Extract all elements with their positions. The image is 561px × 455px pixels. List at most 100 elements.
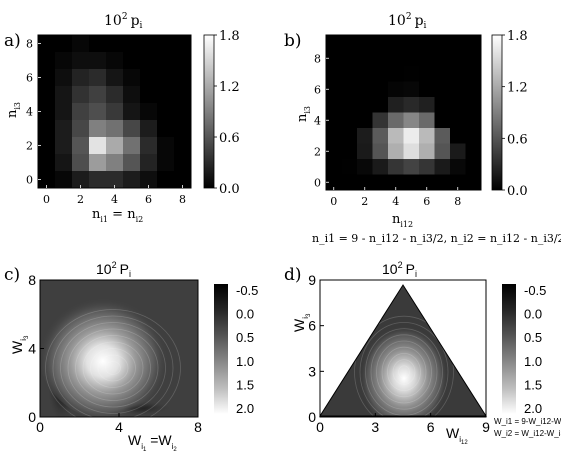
y-ticks-c: 0 4 8 [28, 272, 44, 425]
heat-cell-a [106, 69, 124, 87]
colorbar-tick-label-d: 1.5 [524, 377, 542, 392]
heat-cell-a [38, 154, 56, 172]
x-tick-label-d: 6 [427, 419, 435, 435]
x-tick-label-c: 0 [36, 419, 44, 435]
heat-cell-b [372, 128, 389, 144]
heat-cell-a [55, 120, 73, 138]
heat-cell-a [38, 86, 56, 104]
heat-cell-b [357, 50, 373, 67]
heat-cell-a [140, 120, 158, 138]
heat-cell-b [357, 159, 373, 175]
heat-cell-b [372, 66, 389, 82]
x-axis-label-a: ni1 = ni2 [92, 207, 143, 224]
heat-cell-b [326, 159, 342, 175]
heat-cell-b [357, 97, 373, 113]
x-ticks-b: 0 2 4 6 8 [330, 187, 461, 208]
colorbar-ticks-d: -0.5 0.0 0.5 1.0 1.5 2.0 [524, 283, 546, 416]
panel-c-letter: c) [4, 265, 20, 285]
x-tick-label-d: 3 [371, 419, 379, 435]
heat-cell-a [106, 137, 124, 155]
x-ticks-c: 0 4 8 [36, 413, 202, 435]
y-tick-label-d: 3 [308, 363, 316, 379]
heat-cell-a [89, 103, 107, 121]
heat-cell-b [341, 81, 358, 98]
colorbar-tick-label-a: 1.8 [219, 29, 240, 44]
heat-cell-a [123, 154, 141, 172]
heat-cell-a [89, 154, 107, 172]
heat-cell-b [434, 112, 451, 129]
y-tick-label-b: 4 [314, 114, 321, 127]
heat-cell-b [434, 97, 451, 113]
x-tick-label-b: 8 [454, 195, 461, 208]
heat-cell-b [341, 112, 358, 129]
heat-cell-b [465, 143, 482, 160]
colorbar-tick-label-b: 0.0 [507, 184, 528, 199]
heat-cell-a [157, 52, 175, 70]
colorbar-tick-label-b: 1.2 [507, 81, 528, 96]
heat-cell-a [38, 120, 56, 138]
heat-cell-a [89, 69, 107, 87]
heat-cell-b [388, 128, 404, 144]
heat-cell-b [326, 128, 342, 144]
heat-cell-b [357, 66, 373, 82]
heat-cell-a [72, 86, 90, 104]
x-tick-label-a: 8 [179, 193, 186, 206]
heat-cell-b [465, 50, 482, 67]
heat-cell-b [357, 35, 373, 51]
heat-cell-a [72, 137, 90, 155]
heat-cell-b [403, 174, 420, 191]
heat-cell-b [341, 50, 358, 67]
heat-cell-b [450, 112, 466, 129]
colorbar-ticks-c: -0.5 0.0 0.5 1.0 1.5 2.0 [236, 283, 258, 416]
y-axis-label-d: Wi3 [291, 313, 312, 332]
panel-b-svg: b) 102 pi 0 2 4 6 8 0 2 4 6 8 ni12 ni3 n_i1 = 9 -… [284, 12, 561, 245]
heat-cell-b [465, 128, 482, 144]
panel-b-letter: b) [284, 31, 302, 51]
heat-cell-b [372, 81, 389, 98]
panel-d-title: 102 Pi [382, 260, 417, 279]
heat-cell-a [89, 86, 107, 104]
colorbar-tick-label-a: 1.2 [219, 80, 240, 95]
panel-a-letter: a) [4, 31, 21, 51]
x-ticks-d: 0 3 6 9 [316, 413, 490, 435]
heat-cell-b [403, 112, 420, 129]
heat-cell-a [72, 120, 90, 138]
heat-cell-b [403, 35, 420, 51]
heat-cell-b [388, 112, 404, 129]
heat-cell-b [450, 143, 466, 160]
heat-cell-b [388, 174, 404, 191]
contour-line-d [398, 365, 410, 379]
heat-cell-a [106, 35, 124, 53]
heat-cell-a [174, 86, 192, 104]
heat-cell-b [372, 50, 389, 67]
heat-cell-b [372, 174, 389, 191]
colorbar-tick-label-d: 2.0 [524, 401, 542, 416]
heat-cell-a [157, 171, 175, 189]
heat-cell-b [357, 143, 373, 160]
panel-d: d) 102 Pi 0 3 6 9 0 3 6 9 Wi12 Wi3 -0.5 0.0 0.5 1.… [280, 250, 561, 451]
colorbar-b [491, 34, 503, 191]
heat-cell-a [140, 52, 158, 70]
heat-cell-b [450, 159, 466, 175]
heat-cell-a [174, 171, 192, 189]
colorbar-tick-label-c: -0.5 [236, 283, 258, 298]
y-tick-label-d: 0 [308, 409, 316, 425]
heat-cell-b [465, 112, 482, 129]
heat-cell-b [403, 128, 420, 144]
heat-cell-b [341, 128, 358, 144]
colorbar-tick-label-c: 1.0 [236, 354, 254, 369]
colorbar-tick-label-c: 1.5 [236, 377, 254, 392]
y-axis-label-b: ni3 [295, 106, 312, 122]
heatmap-a [38, 35, 192, 189]
colorbar-tick-label-c: 2.0 [236, 401, 254, 416]
x-tick-label-a: 2 [77, 193, 84, 206]
panel-d-svg: d) 102 Pi 0 3 6 9 0 3 6 9 Wi12 Wi3 -0.5 0.0 0.5 1.… [284, 260, 561, 446]
colorbar-tick-label-b: 1.8 [507, 29, 528, 44]
heat-cell-a [157, 69, 175, 87]
heat-cell-a [89, 137, 107, 155]
heat-cell-a [89, 52, 107, 70]
y-tick-label-a: 0 [26, 174, 33, 187]
heat-cell-b [326, 143, 342, 160]
